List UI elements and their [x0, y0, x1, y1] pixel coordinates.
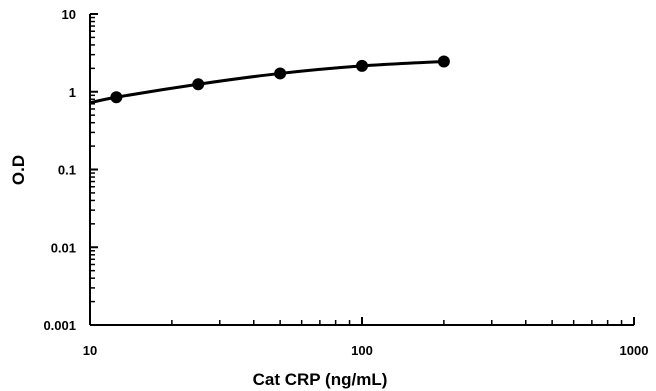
y-tick-label: 0.001 [43, 318, 76, 333]
tick-labels: 10 100 1000 10 1 0.1 0.01 0.001 [43, 7, 648, 358]
data-point [274, 67, 287, 80]
major-ticks [89, 13, 635, 326]
y-axis-title: O.D [9, 155, 28, 185]
minor-ticks [90, 16, 623, 325]
y-tick-label: 0.01 [51, 240, 76, 255]
y-tick-label: 10 [62, 7, 76, 22]
x-tick-label: 1000 [620, 343, 649, 358]
fit-curve [89, 59, 444, 105]
data-point [437, 55, 450, 68]
x-tick-label: 100 [351, 343, 373, 358]
data-point [110, 91, 123, 104]
data-point [356, 59, 368, 72]
y-tick-label: 0.1 [58, 163, 76, 178]
data-point [192, 78, 205, 91]
x-axis-title: Cat CRP (ng/mL) [253, 370, 388, 389]
x-tick-label: 10 [83, 343, 97, 358]
data-points [110, 55, 450, 104]
y-tick-label: 1 [69, 85, 76, 100]
